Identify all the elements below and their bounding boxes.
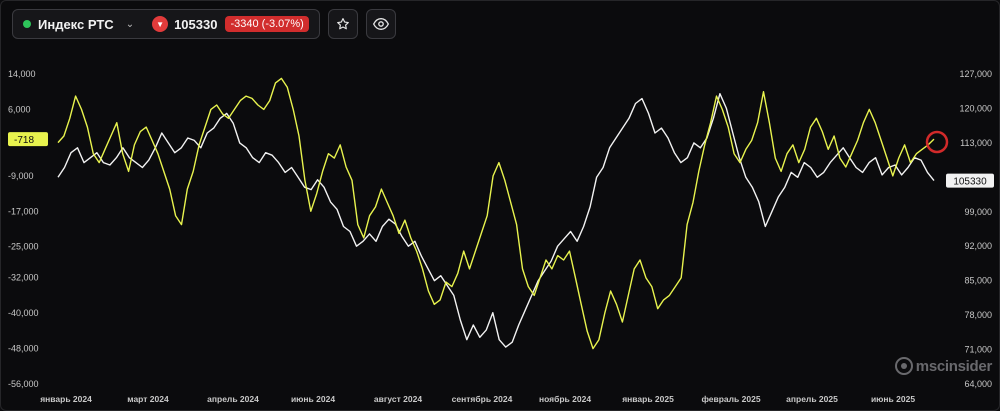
x-axis-tick: апрель 2025 — [786, 394, 838, 404]
right-value-badge — [946, 173, 994, 188]
left-axis-tick: -48,000 — [8, 344, 39, 354]
right-axis-tick: 71,000 — [964, 345, 992, 355]
x-axis-tick: март 2024 — [127, 394, 169, 404]
left-axis-tick: 14,000 — [8, 69, 36, 79]
toolbar: Индекс РТС ⌄ ▼ 105330 -3340 (-3.07%) — [12, 9, 396, 39]
x-axis-tick: ноябрь 2024 — [539, 394, 591, 404]
x-axis-tick: август 2024 — [374, 394, 422, 404]
x-axis-tick: июнь 2025 — [871, 394, 915, 404]
left-axis-tick: -56,000 — [8, 379, 39, 389]
eye-icon — [373, 17, 389, 31]
left-axis-tick: 6,000 — [8, 104, 31, 114]
right-axis-tick: 113,000 — [960, 138, 992, 148]
series-line-yellow — [57, 77, 935, 350]
status-dot — [23, 20, 31, 28]
star-icon — [337, 18, 349, 30]
left-axis-tick: -40,000 — [8, 308, 39, 318]
left-value-text: -718 — [14, 135, 34, 146]
watermark: mscinsider — [894, 357, 993, 375]
left-value-badge — [8, 132, 48, 147]
x-axis-tick: июнь 2024 — [291, 394, 335, 404]
left-axis-tick: -32,000 — [8, 273, 39, 283]
right-axis-tick: 120,000 — [959, 103, 992, 113]
left-axis-tick: -25,000 — [8, 242, 39, 252]
x-axis-tick: январь 2025 — [622, 394, 674, 404]
down-arrow-icon: ▼ — [152, 16, 169, 32]
current-point-marker — [925, 130, 949, 154]
asset-name: Индекс РТС — [38, 16, 114, 32]
series-line-rts — [57, 92, 935, 348]
asset-selector[interactable]: Индекс РТС ⌄ ▼ 105330 -3340 (-3.07%) — [12, 9, 320, 39]
chevron-down-icon[interactable]: ⌄ — [125, 18, 135, 30]
right-axis-tick: 99,000 — [964, 207, 992, 217]
right-axis-tick: 78,000 — [964, 310, 992, 320]
x-axis-tick: февраль 2025 — [701, 394, 760, 404]
x-axis-tick: сентябрь 2024 — [452, 394, 513, 404]
change-badge: -3340 (-3.07%) — [225, 16, 309, 32]
right-value-text: 105330 — [953, 177, 987, 188]
left-axis-tick: -9,000 — [8, 171, 34, 181]
favorite-button[interactable] — [328, 9, 358, 39]
watermark-text: mscinsider — [915, 357, 993, 375]
right-axis-tick: 85,000 — [964, 276, 992, 286]
right-axis-tick: 64,000 — [964, 379, 992, 389]
left-axis-tick: -17,000 — [8, 206, 39, 216]
msc-logo-icon — [894, 357, 913, 375]
right-axis-tick: 127,000 — [959, 69, 992, 79]
price-value: 105330 — [174, 16, 218, 32]
x-axis-tick: апрель 2024 — [207, 394, 259, 404]
x-axis-tick: январь 2024 — [40, 394, 92, 404]
right-axis-tick: 92,000 — [964, 241, 992, 251]
visibility-button[interactable] — [366, 9, 396, 39]
